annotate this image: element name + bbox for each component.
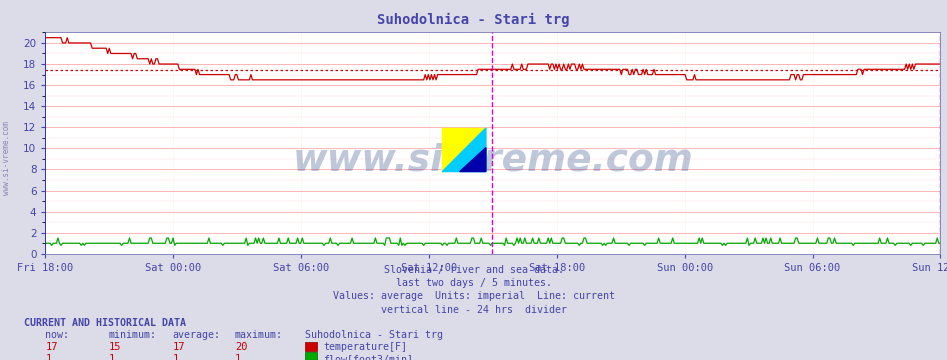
Text: flow[foot3/min]: flow[foot3/min]	[323, 354, 413, 360]
Text: 20: 20	[235, 342, 247, 352]
Text: www.si-vreme.com: www.si-vreme.com	[2, 121, 11, 195]
Text: 17: 17	[45, 342, 58, 352]
Text: Values: average  Units: imperial  Line: current: Values: average Units: imperial Line: cu…	[332, 291, 615, 301]
Text: maximum:: maximum:	[235, 330, 283, 340]
Text: now:: now:	[45, 330, 69, 340]
Polygon shape	[442, 128, 486, 172]
Text: temperature[F]: temperature[F]	[323, 342, 407, 352]
Text: www.si-vreme.com: www.si-vreme.com	[293, 143, 693, 179]
Text: 1: 1	[235, 354, 241, 360]
Polygon shape	[442, 128, 486, 172]
Text: vertical line - 24 hrs  divider: vertical line - 24 hrs divider	[381, 305, 566, 315]
Text: 15: 15	[109, 342, 121, 352]
Text: last two days / 5 minutes.: last two days / 5 minutes.	[396, 278, 551, 288]
Text: Suhodolnica - Stari trg: Suhodolnica - Stari trg	[305, 330, 443, 340]
Text: 1: 1	[45, 354, 52, 360]
Text: minimum:: minimum:	[109, 330, 157, 340]
Text: average:: average:	[172, 330, 221, 340]
Text: CURRENT AND HISTORICAL DATA: CURRENT AND HISTORICAL DATA	[24, 318, 186, 328]
Text: 1: 1	[172, 354, 179, 360]
Text: Slovenia / river and sea data.: Slovenia / river and sea data.	[384, 265, 563, 275]
Text: 1: 1	[109, 354, 116, 360]
Polygon shape	[459, 148, 486, 172]
Text: 17: 17	[172, 342, 185, 352]
Text: Suhodolnica - Stari trg: Suhodolnica - Stari trg	[377, 13, 570, 27]
